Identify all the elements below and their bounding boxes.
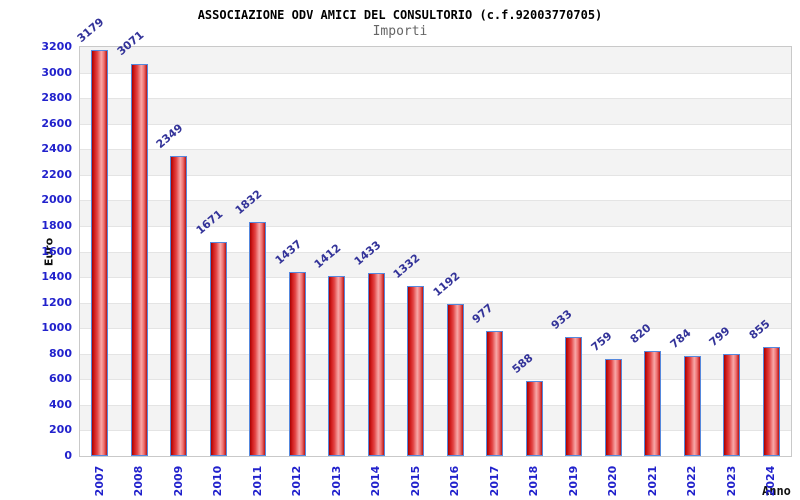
bar-2017 bbox=[486, 331, 504, 456]
bar-2015 bbox=[407, 285, 425, 456]
y-tick-label-200: 200 bbox=[49, 423, 72, 437]
x-tick-label-2007: 2007 bbox=[92, 465, 106, 497]
y-tick-label-2000: 2000 bbox=[41, 193, 72, 207]
x-tick-label-2018: 2018 bbox=[527, 465, 541, 497]
x-tick-label-2015: 2015 bbox=[408, 465, 422, 497]
background-band bbox=[80, 379, 791, 405]
bar-2008 bbox=[130, 63, 148, 456]
background-band bbox=[80, 251, 791, 278]
gridline bbox=[80, 302, 791, 304]
gridline bbox=[80, 353, 791, 355]
background-band bbox=[80, 430, 791, 456]
background-band bbox=[80, 47, 791, 73]
bar-2018 bbox=[525, 380, 543, 456]
bar-2007 bbox=[91, 49, 109, 456]
gridline bbox=[80, 404, 791, 406]
bar-2016 bbox=[446, 303, 464, 456]
y-tick-label-1800: 1800 bbox=[41, 218, 72, 232]
background-band bbox=[80, 404, 791, 431]
gridline bbox=[80, 277, 791, 279]
y-tick-label-800: 800 bbox=[49, 346, 72, 360]
gridline bbox=[80, 149, 791, 151]
background-band bbox=[80, 98, 791, 124]
background-band bbox=[80, 200, 791, 226]
background-band bbox=[80, 72, 791, 99]
x-tick-label-2009: 2009 bbox=[171, 465, 185, 497]
x-tick-label-2022: 2022 bbox=[685, 465, 699, 497]
bar-2010 bbox=[209, 242, 227, 456]
gridline bbox=[80, 72, 791, 74]
x-tick-label-2016: 2016 bbox=[448, 465, 462, 497]
bar-2011 bbox=[249, 221, 267, 456]
bar-2024 bbox=[762, 346, 780, 456]
gridline bbox=[80, 123, 791, 125]
x-tick-label-2023: 2023 bbox=[724, 465, 738, 497]
y-tick-label-3000: 3000 bbox=[41, 65, 72, 79]
x-tick-label-2012: 2012 bbox=[290, 465, 304, 497]
background-band bbox=[80, 353, 791, 380]
y-tick-label-1200: 1200 bbox=[41, 295, 72, 309]
bar-2009 bbox=[170, 155, 188, 456]
chart-title: ASSOCIAZIONE ODV AMICI DEL CONSULTORIO (… bbox=[197, 8, 603, 22]
y-tick-label-600: 600 bbox=[49, 372, 72, 386]
y-tick-label-0: 0 bbox=[64, 449, 72, 462]
bar-2014 bbox=[367, 272, 385, 456]
bar-2023 bbox=[723, 353, 741, 456]
y-tick-label-2200: 2200 bbox=[41, 167, 72, 181]
x-tick-label-2021: 2021 bbox=[645, 465, 659, 497]
gridline bbox=[80, 225, 791, 227]
x-tick-label-2013: 2013 bbox=[329, 465, 343, 497]
chart-subtitle: Importi bbox=[372, 24, 428, 39]
y-tick-label-1000: 1000 bbox=[41, 321, 72, 335]
background-band bbox=[80, 277, 791, 303]
x-tick-label-2024: 2024 bbox=[764, 465, 778, 497]
background-band bbox=[80, 302, 791, 329]
background-band bbox=[80, 328, 791, 354]
bar-2019 bbox=[565, 336, 583, 456]
x-tick-label-2020: 2020 bbox=[606, 465, 620, 497]
background-band bbox=[80, 174, 791, 201]
x-tick-label-2008: 2008 bbox=[132, 465, 146, 497]
background-band bbox=[80, 225, 791, 252]
bar-2022 bbox=[683, 355, 701, 456]
bar-2013 bbox=[328, 275, 346, 456]
y-tick-label-2600: 2600 bbox=[41, 116, 72, 130]
bar-2021 bbox=[644, 351, 662, 456]
x-tick-label-2011: 2011 bbox=[250, 465, 264, 497]
x-axis-title: Anno bbox=[762, 484, 791, 498]
gridline bbox=[80, 328, 791, 330]
bar-2012 bbox=[288, 272, 306, 456]
gridline bbox=[80, 379, 791, 381]
plot-area bbox=[79, 46, 792, 457]
x-tick-label-2014: 2014 bbox=[369, 465, 383, 497]
y-tick-label-400: 400 bbox=[49, 397, 72, 411]
gridline bbox=[80, 174, 791, 176]
bar-2020 bbox=[604, 359, 622, 456]
x-tick-label-2017: 2017 bbox=[487, 465, 501, 497]
x-tick-label-2010: 2010 bbox=[211, 465, 225, 497]
y-tick-label-1600: 1600 bbox=[41, 244, 72, 258]
y-tick-label-2800: 2800 bbox=[41, 91, 72, 105]
x-tick-label-2019: 2019 bbox=[566, 465, 580, 497]
y-tick-label-3200: 3200 bbox=[41, 40, 72, 53]
background-band bbox=[80, 123, 791, 150]
gridline bbox=[80, 251, 791, 253]
gridline bbox=[80, 200, 791, 202]
gridline bbox=[80, 98, 791, 100]
y-tick-label-2400: 2400 bbox=[41, 142, 72, 156]
gridline bbox=[80, 430, 791, 432]
y-tick-label-1400: 1400 bbox=[41, 270, 72, 284]
background-band bbox=[80, 149, 791, 175]
